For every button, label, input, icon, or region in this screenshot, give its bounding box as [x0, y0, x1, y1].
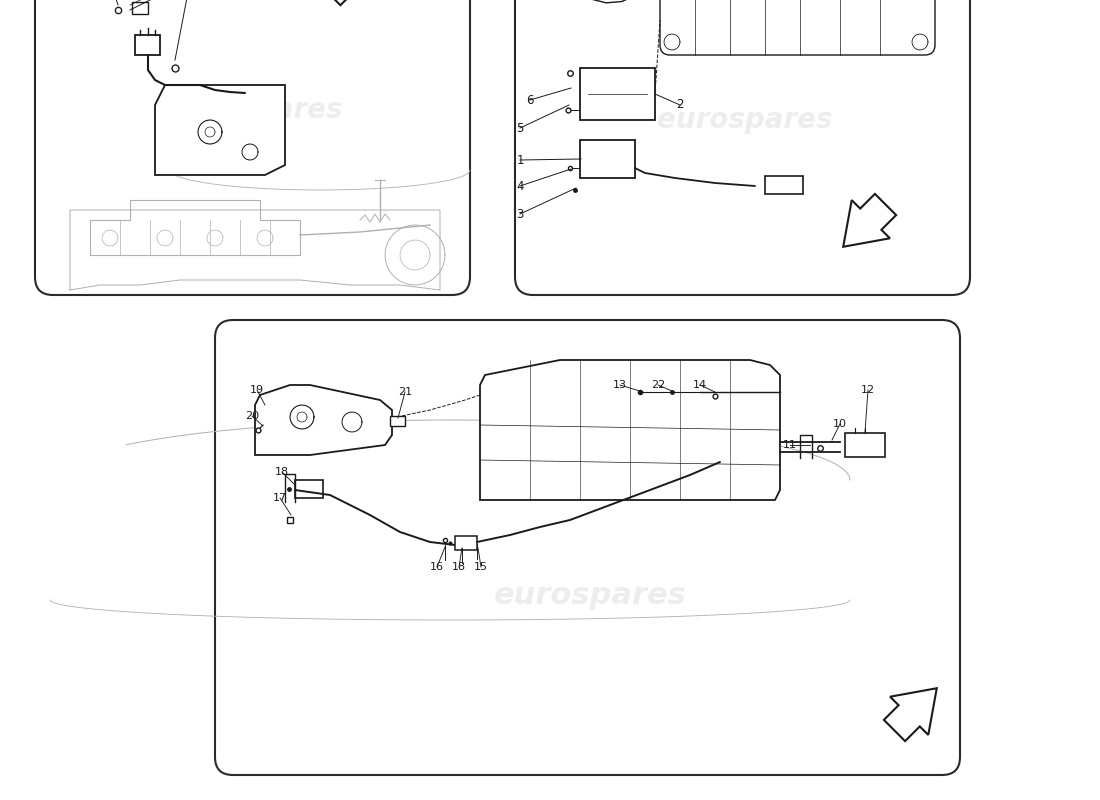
Text: eurospares: eurospares	[658, 106, 833, 134]
Polygon shape	[155, 85, 285, 175]
Bar	[764, 176, 803, 194]
Bar	[390, 416, 405, 426]
Text: 15: 15	[474, 562, 488, 572]
Text: 3: 3	[516, 207, 524, 221]
Bar	[580, 68, 654, 120]
Polygon shape	[480, 360, 780, 500]
Text: 20: 20	[245, 411, 260, 421]
Text: 13: 13	[613, 380, 627, 390]
FancyBboxPatch shape	[214, 320, 960, 775]
Text: eurospares: eurospares	[494, 581, 686, 610]
Text: 12: 12	[861, 385, 876, 395]
Polygon shape	[884, 688, 937, 741]
FancyBboxPatch shape	[660, 0, 935, 55]
Polygon shape	[844, 194, 896, 246]
Bar	[132, 2, 148, 14]
Text: 10: 10	[833, 419, 847, 429]
Text: 1: 1	[516, 154, 524, 166]
Text: 16: 16	[430, 562, 444, 572]
Bar	[580, 140, 635, 178]
Text: 11: 11	[783, 440, 798, 450]
Text: 18: 18	[452, 562, 466, 572]
FancyBboxPatch shape	[35, 0, 470, 295]
Text: 21: 21	[398, 387, 412, 397]
Text: 19: 19	[250, 385, 264, 395]
Text: 4: 4	[516, 179, 524, 193]
Polygon shape	[135, 35, 160, 55]
Bar	[455, 536, 477, 550]
Bar	[845, 433, 886, 457]
Text: eurospares: eurospares	[167, 96, 343, 124]
FancyBboxPatch shape	[515, 0, 970, 295]
Polygon shape	[255, 385, 392, 455]
Text: 5: 5	[516, 122, 524, 134]
Text: 6: 6	[526, 94, 534, 106]
Polygon shape	[309, 0, 360, 6]
Text: 18: 18	[275, 467, 289, 477]
Bar	[295, 480, 323, 498]
Text: 2: 2	[676, 98, 684, 111]
Text: 17: 17	[273, 493, 287, 503]
Text: 14: 14	[693, 380, 707, 390]
Text: 22: 22	[651, 380, 666, 390]
